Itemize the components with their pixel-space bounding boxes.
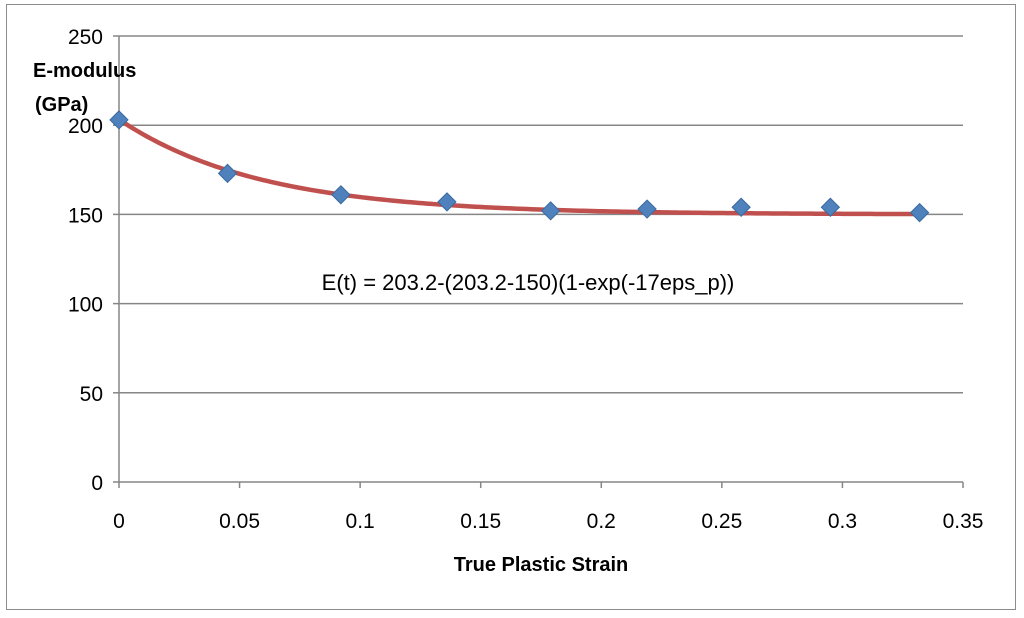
y-tick-label-1: 50 — [80, 383, 103, 406]
data-point-4 — [540, 201, 561, 221]
y-tick-label-2: 100 — [68, 294, 103, 317]
x-tick-label-1: 0.05 — [219, 510, 260, 533]
x-tick-label-3: 0.15 — [460, 510, 501, 533]
y-axis-title-line-2: (GPa) — [35, 94, 88, 116]
y-tick-label-0: 0 — [91, 472, 103, 495]
data-point-6 — [731, 197, 751, 217]
x-tick-label-0: 0 — [113, 510, 125, 533]
fit-equation-annotation: E(t) = 203.2-(203.2-150)(1-exp(-17eps_p)… — [322, 270, 735, 295]
x-tick-label-2: 0.1 — [346, 510, 375, 533]
data-point-1 — [217, 163, 238, 184]
x-tick-label-7: 0.35 — [943, 510, 984, 533]
chart-svg: 0 50 100 150 200 250 0 0.05 0.1 0.15 0.2 0.25 0.3 0.3… — [33, 26, 983, 576]
axes-layer — [113, 35, 964, 488]
data-point-3 — [437, 192, 457, 212]
x-axis-title: True Plastic Strain — [454, 554, 629, 576]
chart-frame: 0 50 100 150 200 250 0 0.05 0.1 0.15 0.2 0.25 0.3 0.3… — [6, 4, 1016, 610]
data-point-5 — [637, 199, 657, 219]
marker-layer — [109, 110, 930, 223]
x-tick-label-5: 0.25 — [701, 510, 742, 533]
data-point-8 — [909, 202, 930, 223]
data-point-0 — [109, 110, 129, 130]
y-axis-title-line-1: E-modulus — [33, 60, 136, 82]
y-tick-label-4: 200 — [68, 115, 103, 138]
grid-layer — [119, 35, 963, 394]
y-tick-label-5: 250 — [68, 26, 103, 49]
data-point-2 — [331, 185, 351, 205]
fit-curve-layer — [116, 117, 922, 217]
tick-label-layer: 0 50 100 150 200 250 0 0.05 0.1 0.15 0.2 0.25 0.3 0.3… — [68, 26, 983, 533]
x-tick-label-4: 0.2 — [587, 510, 616, 533]
x-tick-label-6: 0.3 — [828, 510, 857, 533]
data-point-7 — [820, 197, 841, 217]
fit-curve — [116, 117, 922, 217]
y-tick-label-3: 150 — [68, 204, 103, 227]
